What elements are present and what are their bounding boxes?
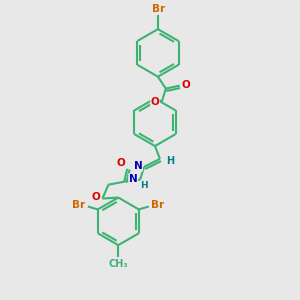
- Text: Br: Br: [152, 4, 166, 14]
- Text: N: N: [129, 174, 137, 184]
- Text: H: H: [140, 181, 148, 190]
- Text: CH₃: CH₃: [109, 259, 128, 269]
- Text: O: O: [181, 80, 190, 90]
- Text: Br: Br: [72, 200, 86, 211]
- Text: H: H: [166, 156, 174, 166]
- Text: O: O: [151, 98, 159, 107]
- Text: N: N: [134, 161, 142, 171]
- Text: Br: Br: [151, 200, 164, 211]
- Text: O: O: [117, 158, 126, 168]
- Text: O: O: [91, 192, 100, 202]
